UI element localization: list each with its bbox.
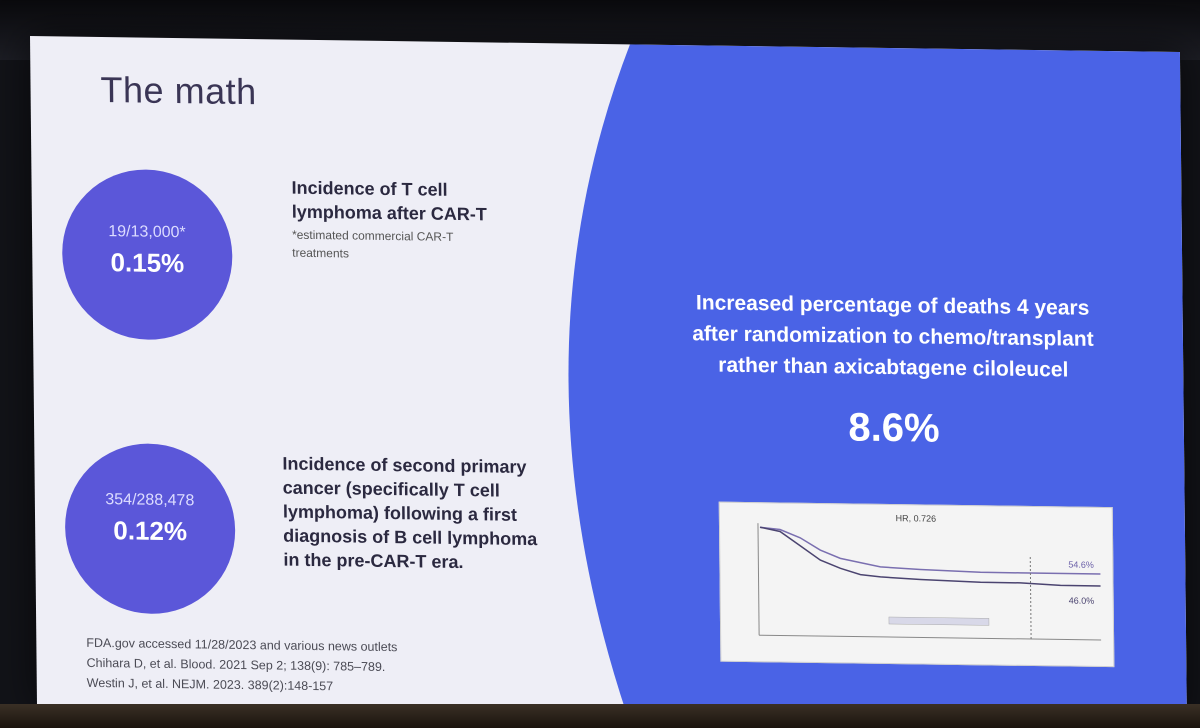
arm-lower-label: 46.0% [1069, 596, 1095, 606]
slide-title: The math [100, 68, 257, 113]
deaths-percent: 8.6% [848, 405, 940, 451]
four-year-marker [1029, 556, 1032, 640]
stat-heading-line: in the pre-CAR-T era. [283, 549, 464, 573]
stat-percent: 0.12% [113, 515, 188, 547]
plot-y-axis [757, 523, 760, 636]
stat-description-second-primary: Incidence of second primary cancer (spec… [282, 452, 583, 576]
projected-slide: The math 19/13,000* 0.15% Incidence of T… [30, 36, 1187, 723]
stat-fraction: 354/288,478 [105, 491, 195, 510]
survival-curve-lower [759, 526, 1101, 587]
survival-curve-svg: HR, 0.726 54.6% 46.0% [757, 513, 1102, 641]
survival-curve-figure: HR, 0.726 54.6% 46.0% [718, 501, 1115, 668]
stat-description-tcell: Incidence of T cell lymphoma after CAR-T… [291, 176, 552, 266]
survival-curve-upper [759, 526, 1101, 575]
stat-percent: 0.15% [110, 247, 185, 279]
stat-footnote-line: treatments [292, 245, 349, 261]
followup-bar [888, 616, 990, 626]
stat-fraction: 19/13,000* [108, 223, 186, 242]
stat-heading-line: Incidence of T cell [291, 177, 448, 200]
deaths-statement: Increased percentage of deaths 4 years a… [643, 287, 1144, 387]
references: FDA.gov accessed 11/28/2023 and various … [86, 633, 398, 697]
hazard-ratio-label: HR, 0.726 [896, 513, 937, 524]
plot-x-axis [759, 634, 1102, 641]
stat-heading-line: lymphoma after CAR-T [291, 201, 487, 225]
audience-silhouettes [0, 704, 1200, 728]
arm-upper-label: 54.6% [1068, 560, 1094, 570]
